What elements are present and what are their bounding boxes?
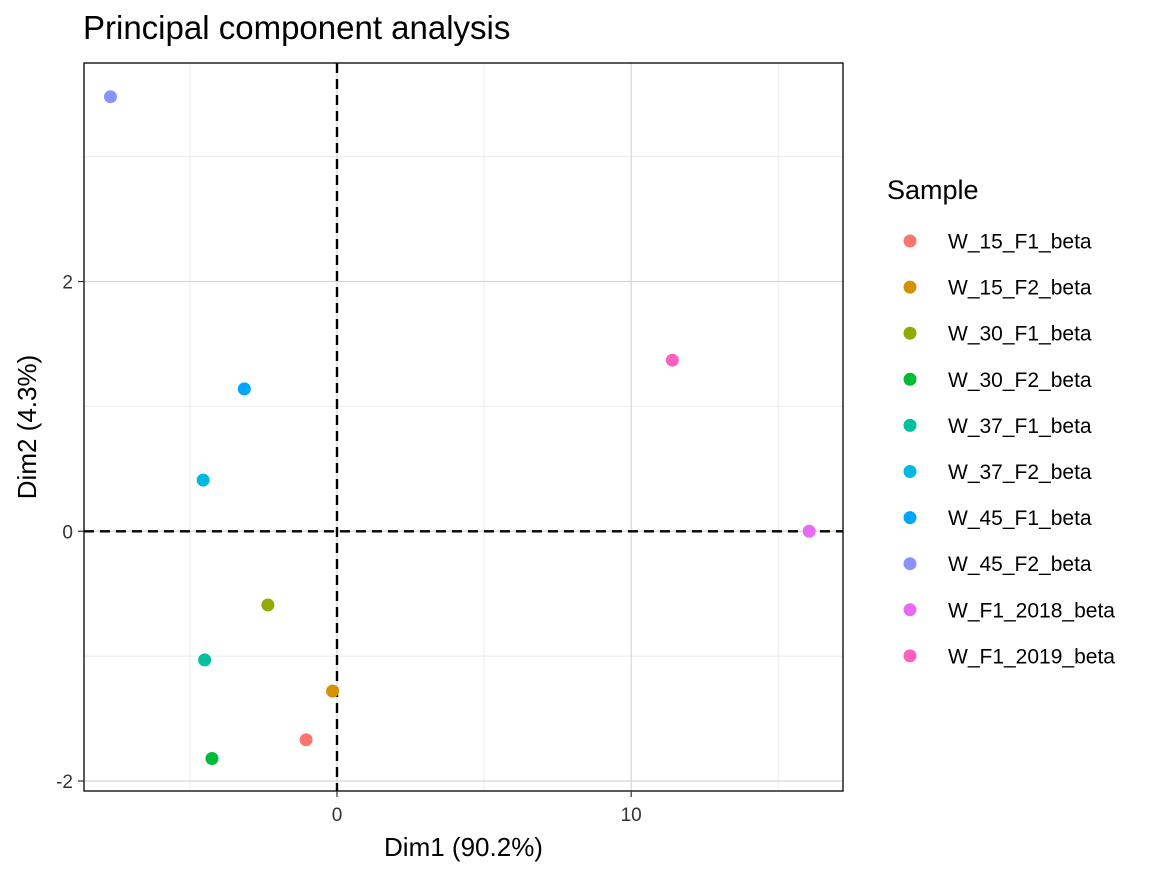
grid [84,63,843,791]
data-point [261,598,275,612]
data-point [196,473,210,487]
axis-ticks: 0 10 -2 0 2 [56,273,642,826]
legend-key [903,280,917,294]
legend-label: W_30_F2_beta [948,369,1092,392]
legend: Sample W_15_F1_beta W_15_F2_beta W_30_F1_b… [887,175,1115,668]
legend-label: W_15_F1_beta [948,231,1092,254]
plot-panel-border [83,62,844,792]
legend-item: W_15_F1_beta [903,231,1092,254]
legend-key [903,603,917,617]
legend-label: W_30_F1_beta [948,323,1092,346]
legend-item: W_F1_2018_beta [903,599,1115,622]
x-axis-title: Dim1 (90.2%) [384,832,543,862]
legend-key [903,418,917,432]
legend-title: Sample [887,175,979,205]
legend-key [903,649,917,663]
data-point [198,653,212,667]
legend-item: W_37_F2_beta [903,461,1092,484]
x-tick-label: 0 [332,805,343,826]
legend-key [903,511,917,525]
y-tick-label: 0 [62,522,73,543]
data-points [103,90,816,766]
legend-item: W_15_F2_beta [903,277,1092,300]
y-tick-label: -2 [56,772,73,793]
legend-key [903,234,917,248]
data-point [205,752,219,766]
data-point [326,684,340,698]
legend-label: W_45_F2_beta [948,553,1092,576]
legend-label: W_37_F2_beta [948,461,1092,484]
legend-item: W_45_F1_beta [903,507,1092,530]
legend-label: W_37_F1_beta [948,415,1092,438]
reference-lines [84,63,843,791]
legend-label: W_F1_2018_beta [948,599,1115,622]
legend-item: W_30_F1_beta [903,323,1092,346]
chart-title: Principal component analysis [83,9,510,46]
data-point [237,382,251,396]
legend-item: W_45_F2_beta [903,553,1092,576]
legend-label: W_15_F2_beta [948,277,1092,300]
legend-key [903,372,917,386]
data-point [299,733,313,747]
legend-item: W_37_F1_beta [903,415,1092,438]
legend-item: W_F1_2019_beta [903,645,1115,668]
legend-key [903,326,917,340]
x-tick-label: 10 [621,805,642,826]
data-point [802,524,816,538]
y-tick-label: 2 [62,273,73,294]
y-axis-title: Dim2 (4.3%) [12,355,42,499]
data-point [103,90,117,104]
legend-key [903,557,917,571]
legend-item: W_30_F2_beta [903,369,1092,392]
legend-label: W_F1_2019_beta [948,645,1115,668]
legend-key [903,465,917,478]
data-point [665,353,679,367]
legend-label: W_45_F1_beta [948,507,1092,530]
